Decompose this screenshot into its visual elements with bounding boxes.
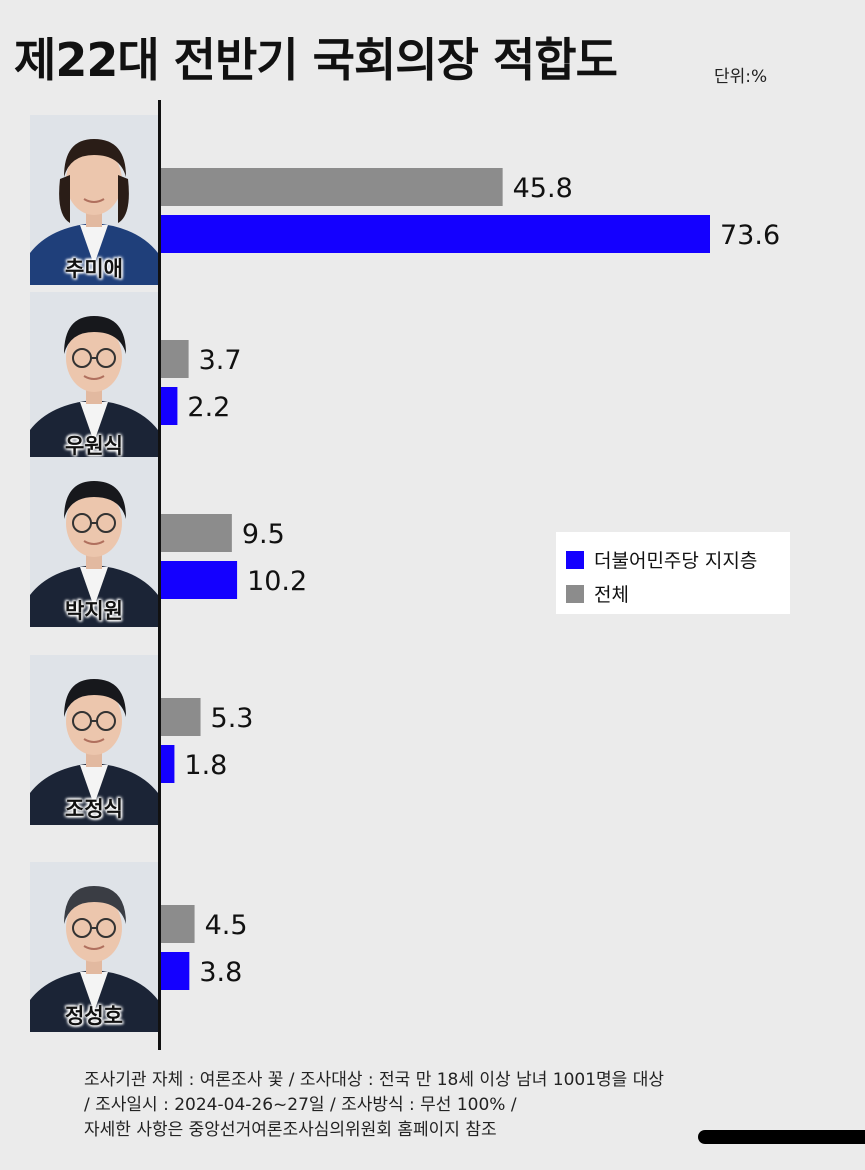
data-label-democratic-supporters-2: 2.2 [187, 392, 230, 423]
bar-democratic-supporters-2 [161, 387, 178, 425]
candidate-photo-1: 추미애 [30, 115, 158, 285]
data-label-democratic-supporters-4: 1.8 [184, 750, 227, 781]
bar-overall-2 [161, 340, 189, 378]
candidate-photo-4: 조정식 [30, 655, 158, 825]
data-label-overall-5: 4.5 [205, 910, 248, 941]
candidate-photo-3: 박지원 [30, 457, 158, 627]
bar-overall-1 [161, 168, 503, 206]
data-label-overall-4: 5.3 [211, 703, 254, 734]
bar-overall-5 [161, 905, 195, 943]
data-label-democratic-supporters-3: 10.2 [247, 566, 307, 597]
portrait-icon [30, 457, 158, 627]
portrait-icon [30, 655, 158, 825]
legend-item-democratic-supporters: 더불어민주당 지지층 [566, 546, 757, 573]
candidate-name: 우원식 [65, 434, 123, 458]
bar-overall-4 [161, 698, 201, 736]
portrait-icon [30, 115, 158, 285]
data-label-overall-2: 3.7 [199, 345, 242, 376]
chart-legend: 더불어민주당 지지층 전체 [556, 532, 790, 614]
footnote-line: 자세한 사항은 중앙선거여론조사심의위원회 홈페이지 참조 [84, 1120, 497, 1140]
legend-swatch-overall [566, 584, 584, 603]
bar-democratic-supporters-3 [161, 561, 238, 599]
bar-democratic-supporters-4 [161, 745, 175, 783]
candidate-name: 조정식 [65, 797, 123, 821]
data-label-democratic-supporters-5: 3.8 [199, 957, 242, 988]
footnote-line: 조사기관 자체 : 여론조사 꽃 / 조사대상 : 전국 만 18세 이상 남녀… [84, 1070, 665, 1090]
legend-label-overall: 전체 [594, 584, 629, 606]
y-axis-line [158, 100, 161, 1050]
footnote-line: / 조사일시 : 2024-04-26~27일 / 조사방식 : 무선 100%… [84, 1095, 517, 1115]
bar-overall-3 [161, 514, 232, 552]
bar-democratic-supporters-5 [161, 952, 190, 990]
legend-swatch-democratic-supporters [566, 550, 584, 569]
candidate-photo-5: 정성호 [30, 862, 158, 1032]
survey-footnote: 조사기관 자체 : 여론조사 꽃 / 조사대상 : 전국 만 18세 이상 남녀… [84, 1068, 804, 1143]
legend-label-democratic-supporters: 더불어민주당 지지층 [594, 550, 758, 572]
data-label-democratic-supporters-1: 73.6 [720, 220, 780, 251]
data-label-overall-1: 45.8 [513, 173, 573, 204]
legend-item-overall: 전체 [566, 580, 629, 607]
candidate-photo-2: 우원식 [30, 292, 158, 462]
home-indicator-bar[interactable] [698, 1130, 865, 1144]
data-label-overall-3: 9.5 [242, 519, 285, 550]
portrait-icon [30, 862, 158, 1032]
candidate-name: 정성호 [65, 1004, 123, 1028]
bar-democratic-supporters-1 [161, 215, 710, 253]
candidate-name: 박지원 [65, 599, 123, 623]
unit-label: 단위:% [714, 67, 768, 87]
chart-title: 제22대 전반기 국회의장 적합도 [14, 33, 618, 87]
portrait-icon [30, 292, 158, 462]
candidate-name: 추미애 [65, 257, 123, 281]
